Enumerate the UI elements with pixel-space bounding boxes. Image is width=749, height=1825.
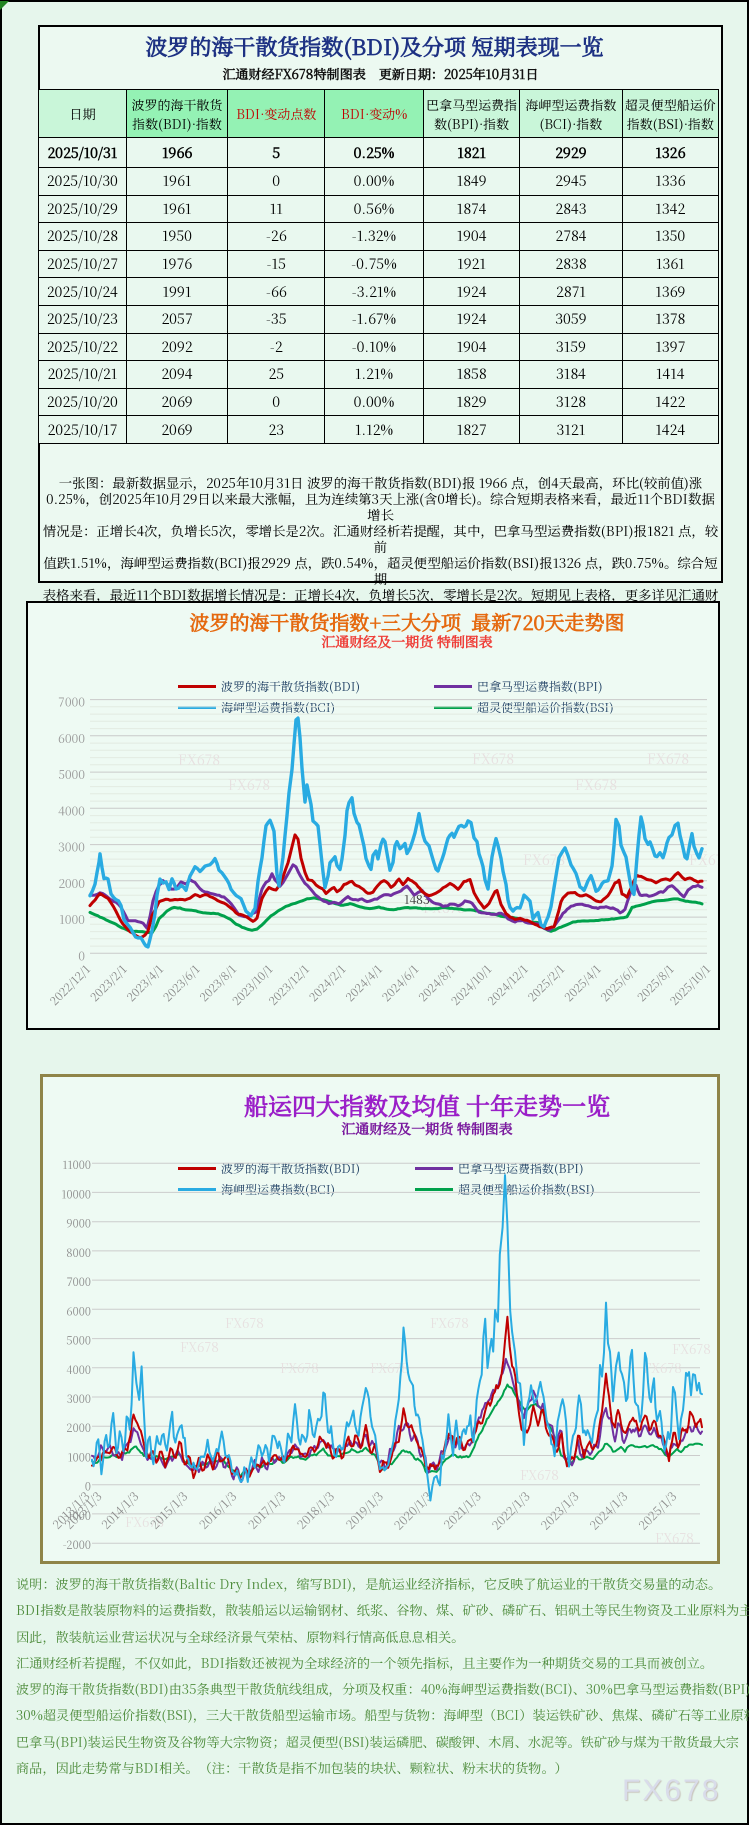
svg-text:2024/4/1: 2024/4/1 [342, 962, 386, 1006]
svg-text:1000: 1000 [67, 1450, 91, 1466]
svg-text:4000: 4000 [67, 1362, 92, 1378]
svg-text:FX678: FX678 [125, 1512, 164, 1531]
svg-text:0: 0 [85, 1479, 91, 1495]
svg-text:FX678: FX678 [472, 749, 514, 769]
svg-text:2025/2/1: 2025/2/1 [524, 962, 568, 1006]
svg-text:2024/6/1: 2024/6/1 [378, 962, 422, 1006]
svg-text:2023/4/1: 2023/4/1 [123, 962, 167, 1006]
svg-text:2016/1/3: 2016/1/3 [195, 1488, 240, 1533]
svg-text:2018/1/3: 2018/1/3 [293, 1488, 338, 1533]
svg-text:10000: 10000 [61, 1186, 91, 1202]
svg-text:FX678: FX678 [672, 1339, 711, 1358]
svg-text:2000: 2000 [66, 1420, 91, 1436]
svg-text:FX678: FX678 [178, 750, 220, 770]
svg-text:2025/10/1: 2025/10/1 [666, 962, 713, 1009]
svg-text:2021/1/3: 2021/1/3 [440, 1488, 485, 1533]
svg-text:6000: 6000 [66, 1303, 91, 1319]
svg-text:3000: 3000 [58, 839, 85, 856]
svg-text:1000: 1000 [59, 911, 85, 928]
svg-text:5000: 5000 [58, 766, 85, 783]
svg-text:2024/2/1: 2024/2/1 [306, 962, 350, 1006]
svg-text:2023/12/1: 2023/12/1 [265, 962, 312, 1009]
svg-text:-1000: -1000 [64, 1508, 91, 1524]
svg-text:2022/12/1: 2022/12/1 [46, 962, 93, 1009]
svg-text:8000: 8000 [66, 1245, 91, 1261]
svg-text:FX678: FX678 [655, 1528, 694, 1547]
svg-text:4000: 4000 [58, 802, 85, 819]
svg-text:2024/1/3: 2024/1/3 [586, 1488, 632, 1534]
svg-text:2022/1/3: 2022/1/3 [488, 1488, 534, 1534]
svg-text:FX678: FX678 [180, 1337, 219, 1356]
svg-text:FX678: FX678 [225, 1313, 264, 1332]
svg-text:1483: 1483 [404, 891, 430, 908]
svg-text:FX678: FX678 [643, 1358, 682, 1377]
svg-text:-2000: -2000 [63, 1537, 91, 1553]
svg-text:2025/4/1: 2025/4/1 [561, 962, 605, 1006]
svg-text:2000: 2000 [58, 875, 85, 892]
svg-text:FX678: FX678 [228, 775, 270, 795]
svg-text:2025/1/3: 2025/1/3 [635, 1488, 681, 1534]
svg-text:3000: 3000 [66, 1391, 91, 1407]
svg-text:FX678: FX678 [280, 1358, 319, 1377]
svg-text:7000: 7000 [58, 694, 85, 711]
svg-text:5000: 5000 [66, 1333, 91, 1349]
svg-text:2019/1/3: 2019/1/3 [342, 1488, 387, 1533]
svg-text:2023/6/1: 2023/6/1 [160, 962, 204, 1006]
svg-text:FX678: FX678 [520, 1465, 559, 1484]
svg-text:6000: 6000 [58, 730, 85, 747]
svg-text:2025/6/1: 2025/6/1 [597, 962, 641, 1006]
svg-text:2023/1/3: 2023/1/3 [537, 1488, 583, 1534]
svg-text:0: 0 [78, 947, 85, 964]
svg-text:FX678: FX678 [430, 1313, 469, 1332]
svg-text:FX678: FX678 [523, 850, 565, 870]
svg-text:FX678: FX678 [689, 850, 718, 870]
svg-text:2017/1/3: 2017/1/3 [244, 1488, 289, 1533]
svg-text:2015/1/3: 2015/1/3 [146, 1488, 191, 1533]
svg-text:FX678: FX678 [370, 1358, 409, 1377]
svg-text:11000: 11000 [62, 1157, 91, 1173]
svg-text:2023/2/1: 2023/2/1 [87, 962, 131, 1006]
svg-text:2024/12/1: 2024/12/1 [484, 962, 531, 1009]
svg-text:FX678: FX678 [575, 775, 617, 795]
svg-text:9000: 9000 [66, 1216, 91, 1232]
svg-text:7000: 7000 [67, 1274, 91, 1290]
svg-text:FX678: FX678 [647, 749, 689, 769]
